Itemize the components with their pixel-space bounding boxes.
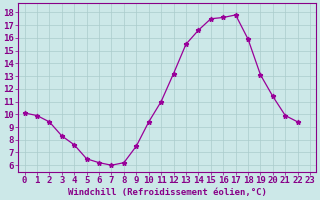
X-axis label: Windchill (Refroidissement éolien,°C): Windchill (Refroidissement éolien,°C) — [68, 188, 267, 197]
